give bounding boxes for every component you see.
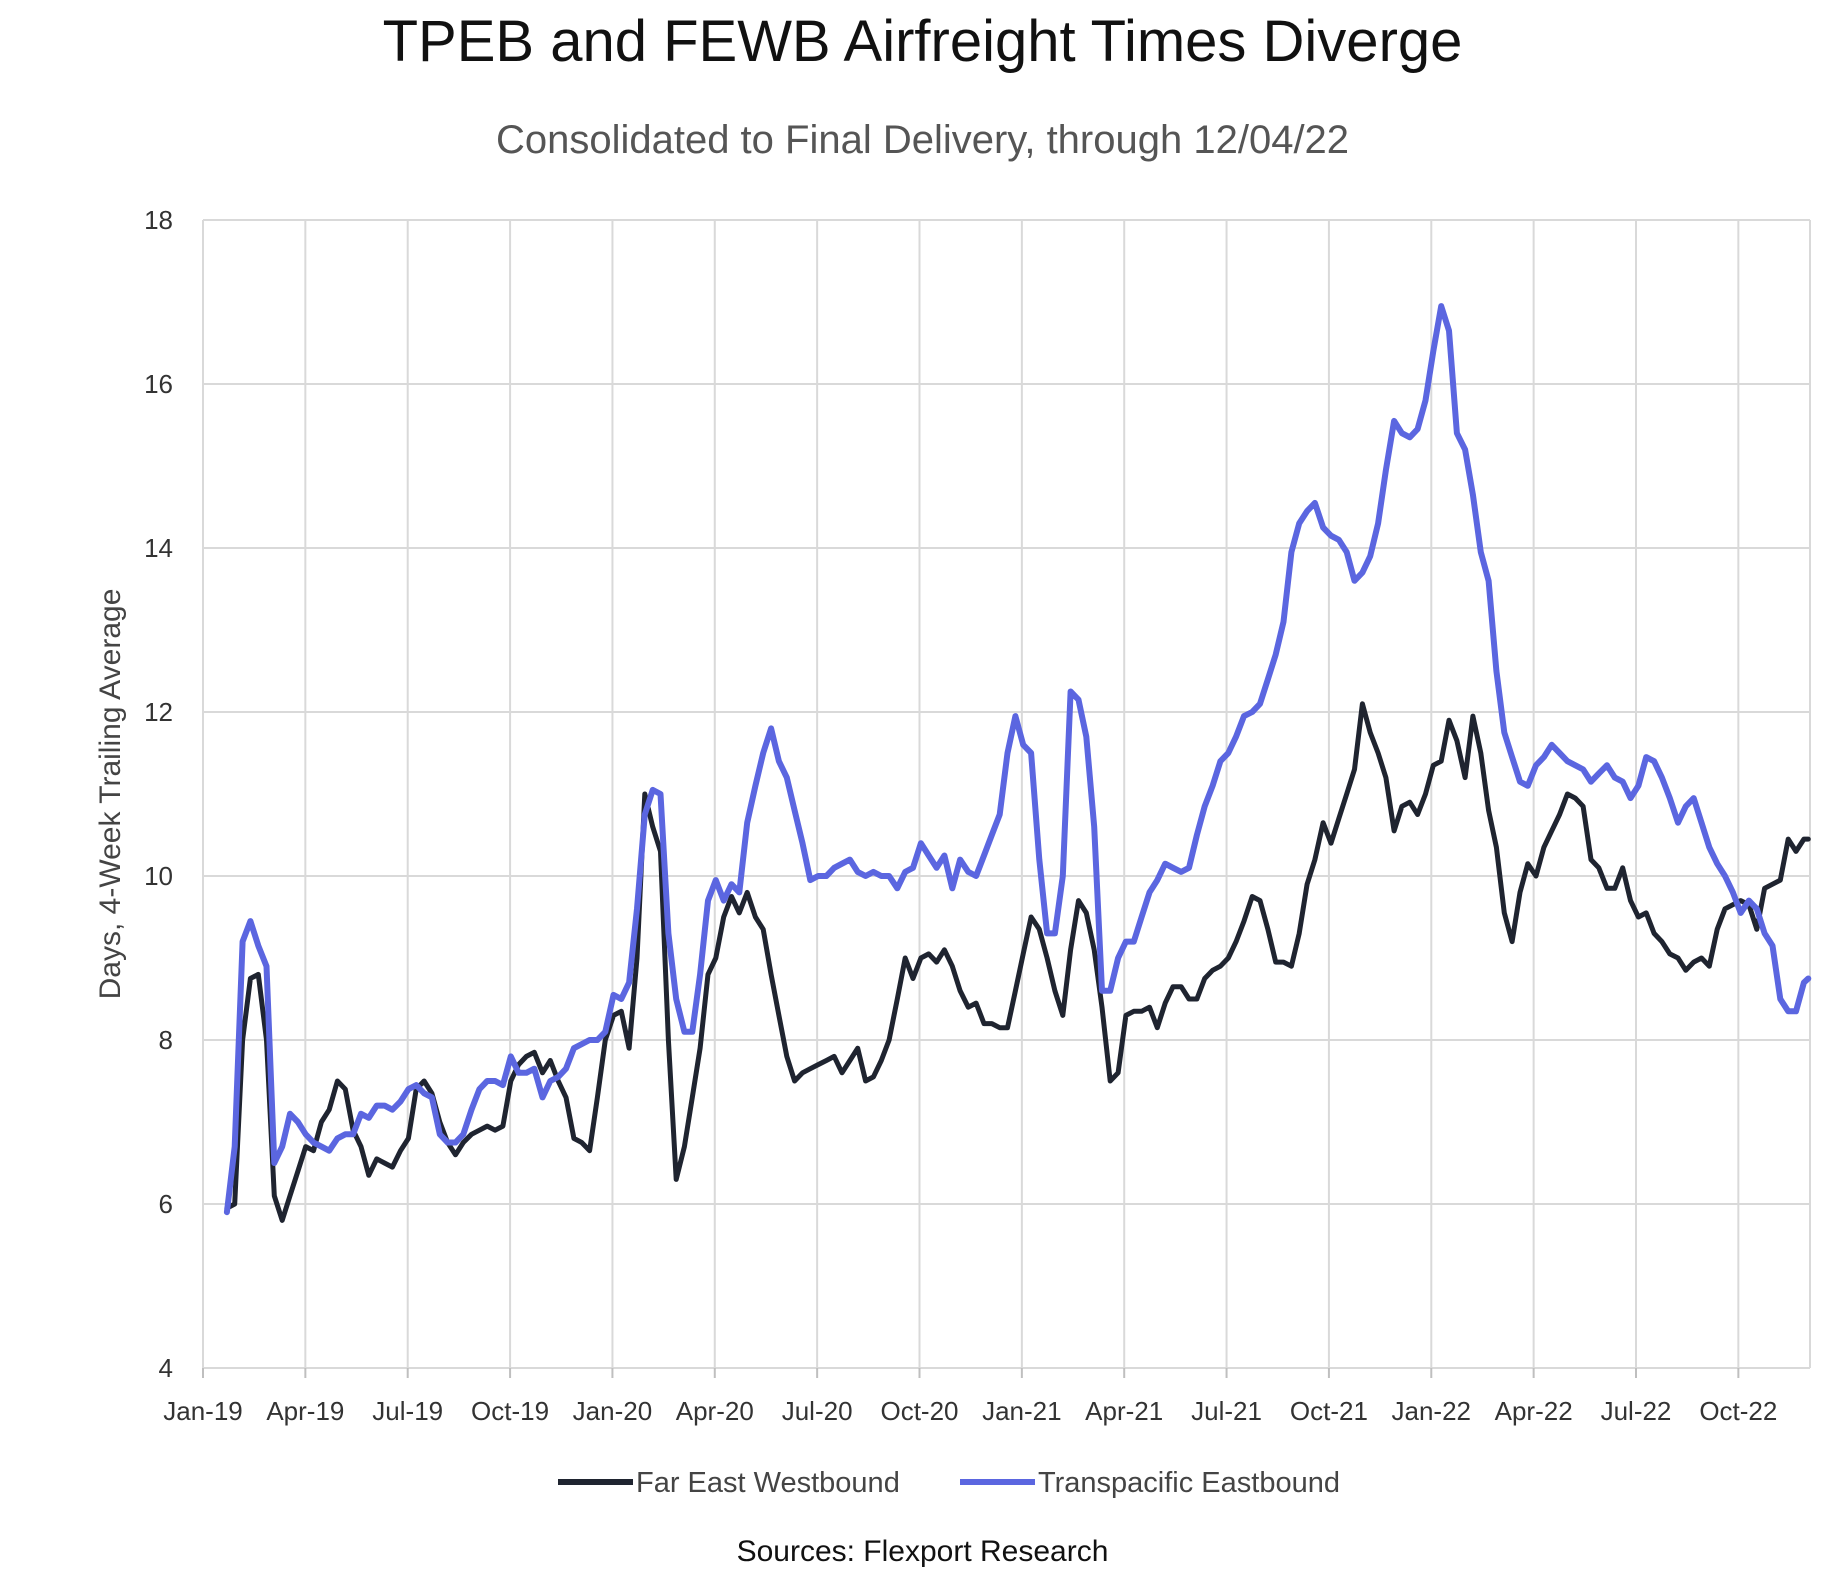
x-tick-label: Jul-20 [782,1396,853,1426]
x-tick-label: Jul-19 [372,1396,443,1426]
x-tick-label: Jul-21 [1191,1396,1262,1426]
y-tick-label: 10 [144,861,173,891]
series-line-transpacific-eastbound [223,303,1812,1216]
y-tick-label: 18 [144,205,173,235]
y-tick-label: 16 [144,369,173,399]
y-axis-label: Days, 4-Week Trailing Average [94,589,127,1000]
series-lines [223,303,1812,1223]
series-line-far-east-westbound [224,701,1811,1223]
legend: Far East Westbound Transpacific Eastbound [558,1467,1340,1499]
x-tick-label: Oct-22 [1699,1396,1777,1426]
gridlines [202,219,1811,1369]
x-tick-label: Apr-22 [1495,1396,1573,1426]
x-tick-label: Jan-19 [163,1396,243,1426]
y-tick-label: 6 [159,1189,173,1219]
y-tick-label: 14 [144,533,173,563]
x-tick-label: Apr-19 [266,1396,344,1426]
x-tick-label: Oct-20 [880,1396,958,1426]
legend-label: Far East Westbound [636,1467,900,1499]
chart-title: TPEB and FEWB Airfreight Times Diverge [382,9,1463,74]
y-tick-label: 8 [159,1025,173,1055]
x-tick-label: Apr-21 [1085,1396,1163,1426]
source-note: Sources: Flexport Research [736,1535,1109,1568]
x-tick-label: Oct-21 [1290,1396,1368,1426]
y-tick-label: 12 [144,697,173,727]
axes: 4 6 8 10 12 14 16 18 Jan-19 Apr-19 Jul-19 Oct-19 Jan… [94,205,1777,1426]
x-tick-label: Apr-20 [676,1396,754,1426]
x-tick-label: Jan-20 [573,1396,653,1426]
y-tick-label: 4 [159,1353,173,1383]
chart-subtitle: Consolidated to Final Delivery, through … [495,118,1350,162]
x-tick-label: Jan-21 [982,1396,1062,1426]
legend-label: Transpacific Eastbound [1038,1467,1340,1499]
x-tick-label: Jul-22 [1601,1396,1672,1426]
x-tick-label: Jan-22 [1392,1396,1472,1426]
x-tick-label: Oct-19 [471,1396,549,1426]
